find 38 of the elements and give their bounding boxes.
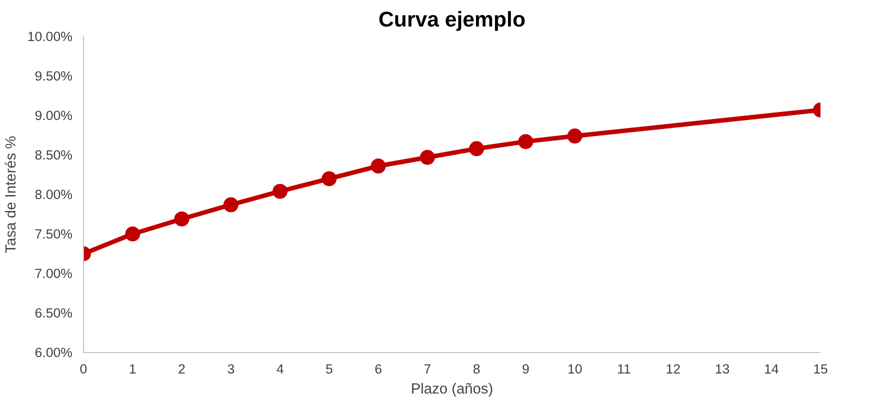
x-tick-label: 12 [666, 362, 681, 376]
x-tick-label: 5 [325, 362, 333, 376]
x-tick-label: 8 [472, 362, 480, 376]
x-tick-label: 15 [813, 362, 828, 376]
point [469, 141, 484, 156]
point [174, 212, 190, 226]
point [518, 134, 534, 150]
x-tick-label: 6 [374, 362, 382, 376]
y-tick-label: 8.50% [34, 148, 73, 162]
x-tick-label: 10 [567, 362, 582, 376]
x-tick-label: 13 [714, 362, 730, 376]
x-tick-label: 14 [764, 362, 780, 376]
x-tick-label: 11 [617, 362, 631, 376]
point [272, 184, 288, 199]
point [223, 197, 238, 212]
x-tick-label: 1 [128, 362, 136, 376]
x-tick-label: 0 [80, 362, 88, 376]
point [420, 150, 435, 165]
x-axis-title: Plazo (años) [410, 382, 494, 398]
y-tick-label: 6.50% [34, 306, 73, 320]
y-tick-label: 6.00% [34, 345, 73, 360]
y-axis-title: Tasa de Interés % [3, 136, 20, 254]
point [370, 158, 386, 174]
point [125, 226, 140, 242]
point [322, 171, 337, 186]
x-tick-label: 7 [424, 362, 432, 376]
y-tick-label: 8.00% [34, 187, 73, 202]
chart-title: Curva ejemplo [378, 8, 526, 32]
y-tick-label: 7.00% [34, 266, 73, 281]
x-tick-label: 2 [178, 362, 186, 376]
y-tick-label: 7.50% [34, 226, 73, 242]
y-tick-label: 9.50% [34, 68, 73, 84]
y-tick-label: 9.00% [34, 108, 73, 123]
x-tick-label: 3 [227, 362, 235, 376]
x-tick-label: 9 [522, 362, 530, 376]
point [567, 128, 582, 144]
x-tick-label: 4 [276, 362, 284, 376]
y-tick-label: 10.00% [27, 29, 73, 44]
